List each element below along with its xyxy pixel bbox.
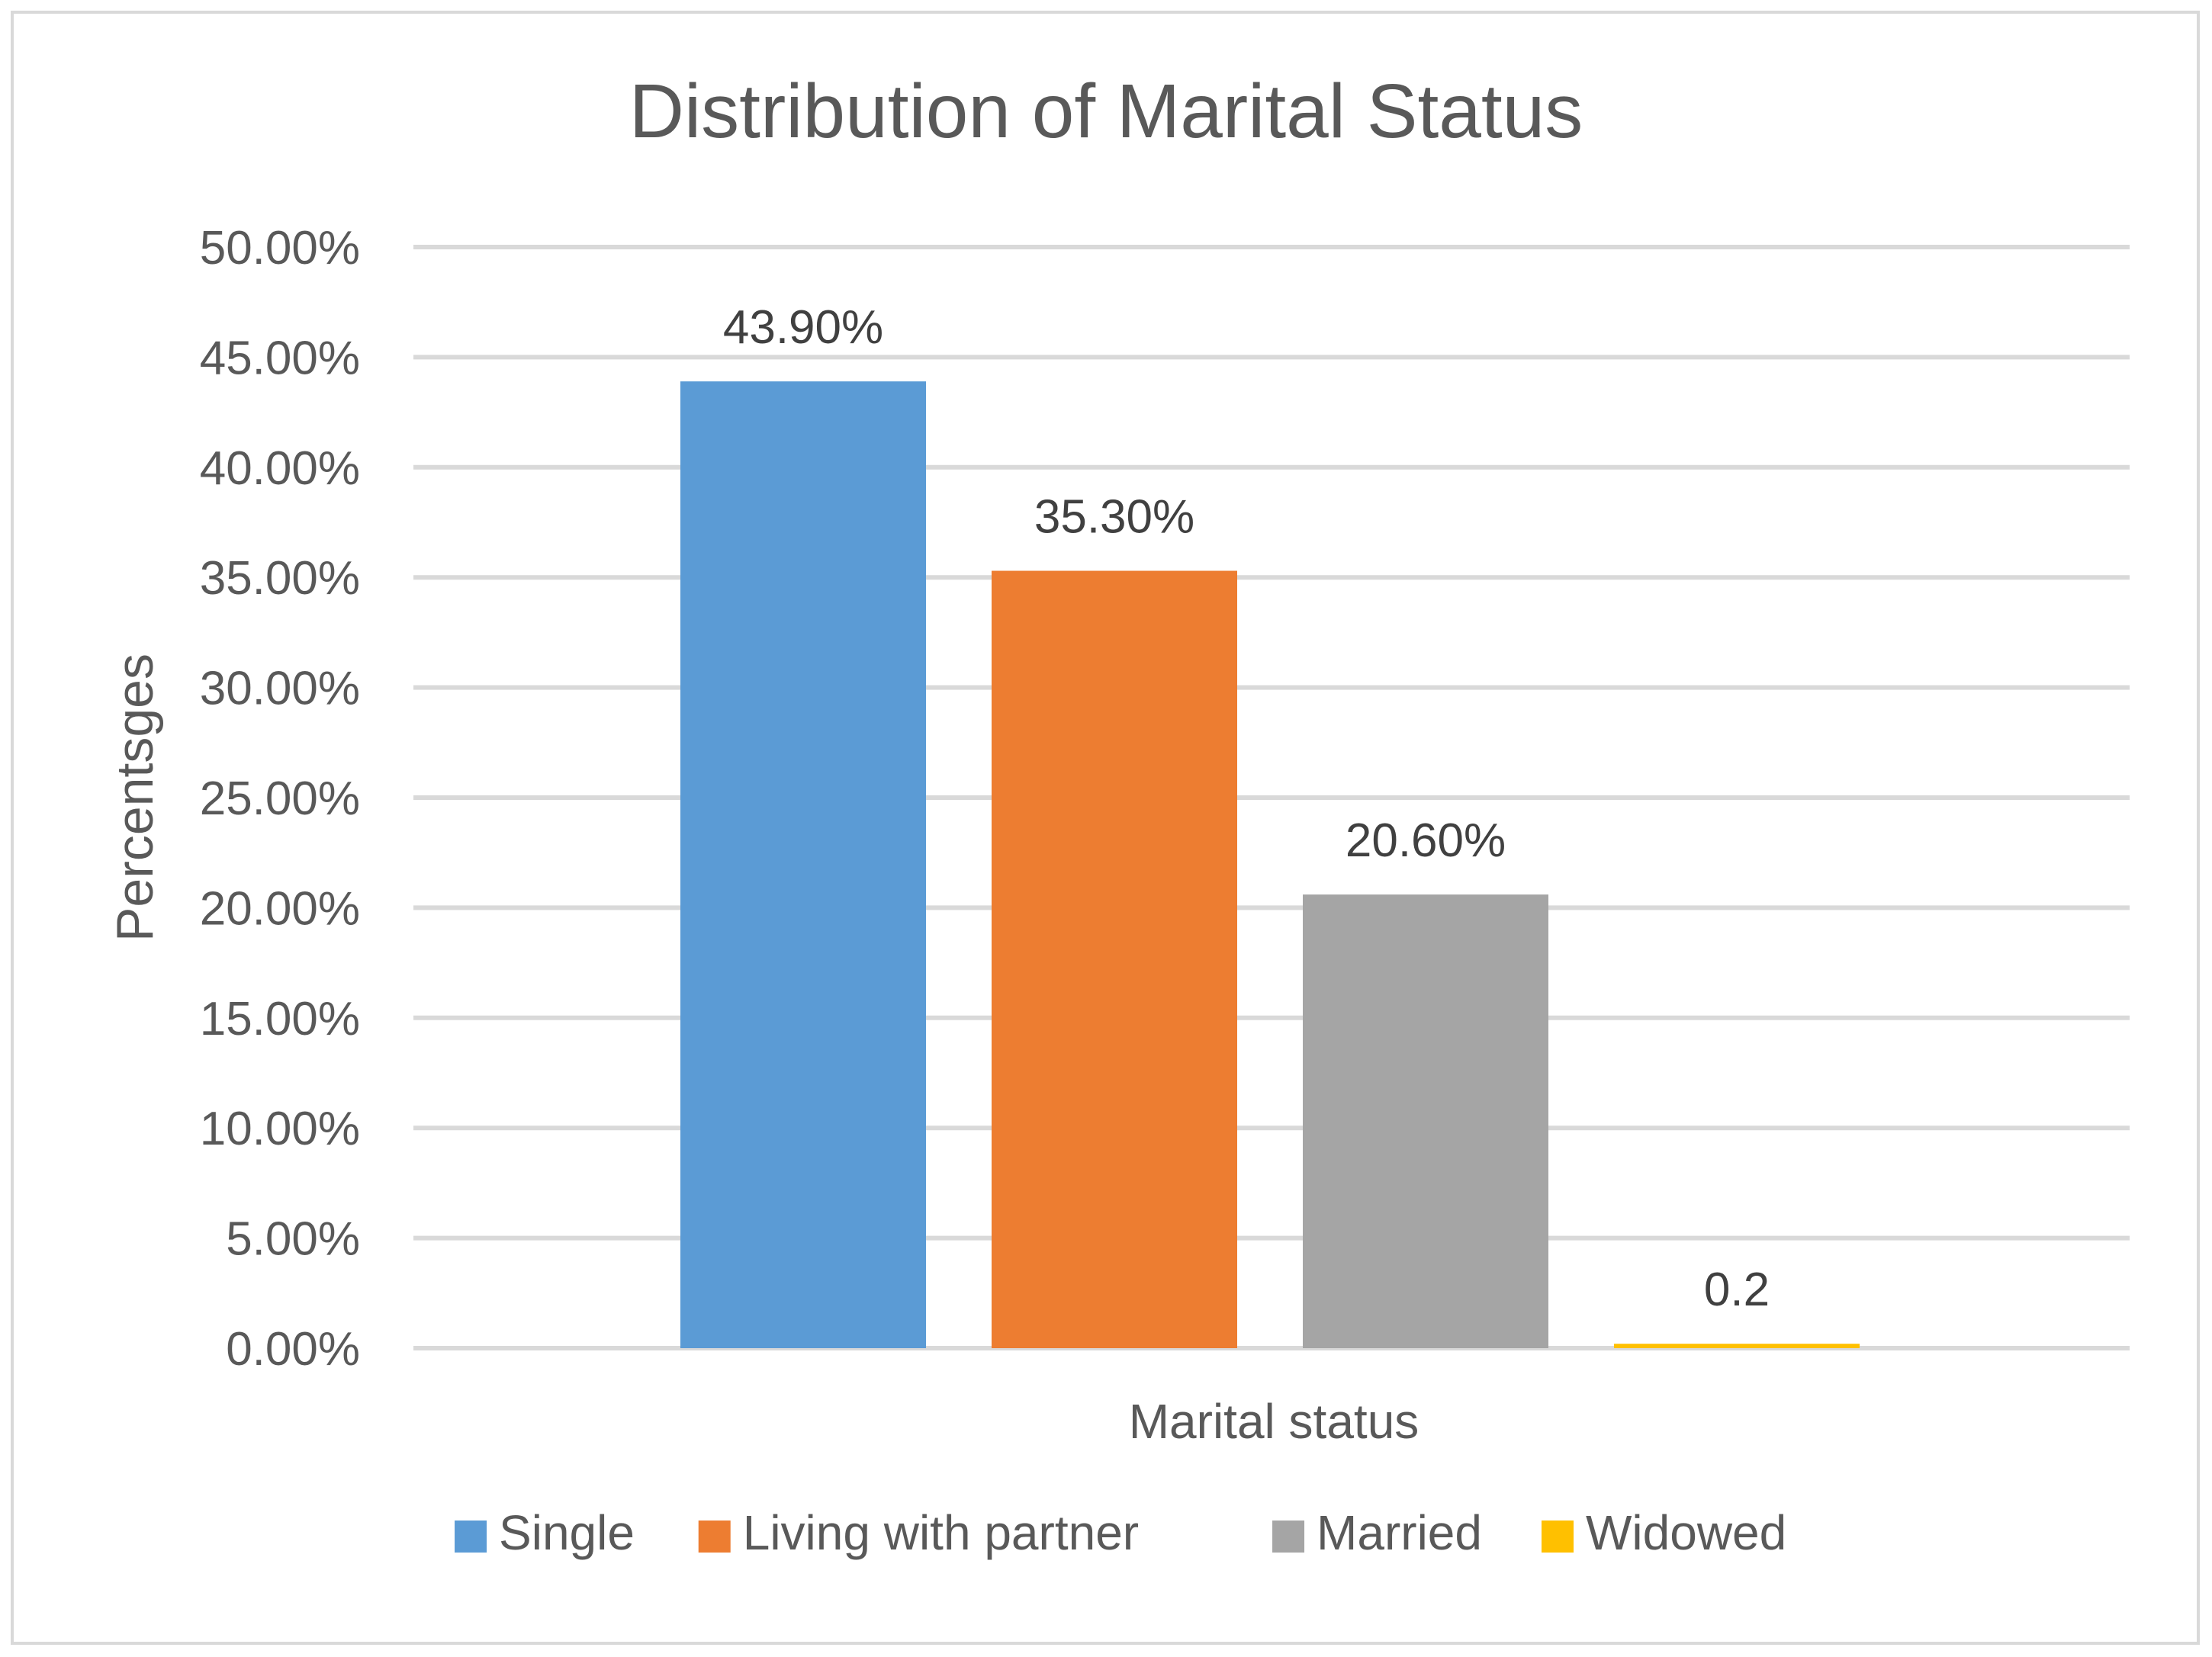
data-label: 0.2 (1704, 1264, 1770, 1316)
legend-swatch (1272, 1521, 1305, 1553)
bar-widowed (1614, 1344, 1860, 1348)
y-tick-label: 25.00% (200, 772, 360, 825)
legend-label: Widowed (1586, 1505, 1786, 1560)
data-label: 20.60% (1346, 814, 1506, 867)
y-axis-title: Percentsges (106, 653, 164, 942)
y-tick-label: 30.00% (200, 663, 360, 715)
bars (680, 381, 1860, 1349)
y-tick-label: 0.00% (226, 1323, 360, 1376)
bar-single (680, 381, 926, 1349)
y-tick-label: 10.00% (200, 1103, 360, 1155)
legend-item-widowed: Widowed (1542, 1505, 1786, 1560)
gridlines (413, 245, 2130, 1350)
legend-swatch (698, 1521, 731, 1553)
legend-item-living-with-partner: Living with partner (698, 1505, 1139, 1560)
data-label: 35.30% (1034, 491, 1194, 544)
legend: Single Living with partner Married Widowed (455, 1505, 1786, 1560)
y-axis-ticks: 0.00% 5.00% 10.00% 15.00% 20.00% 25.00% 30.00%… (200, 222, 360, 1376)
bar-married (1303, 894, 1548, 1348)
chart-title: Distribution of Marital Status (629, 69, 1583, 154)
y-tick-label: 35.00% (200, 552, 360, 605)
y-tick-label: 45.00% (200, 332, 360, 384)
data-labels: 43.90% 35.30% 20.60% 0.2 (723, 301, 1770, 1316)
legend-label: Single (499, 1505, 635, 1560)
legend-swatch (455, 1521, 487, 1553)
y-tick-label: 40.00% (200, 442, 360, 495)
y-tick-label: 50.00% (200, 222, 360, 275)
bar-living-with-partner (992, 570, 1237, 1348)
y-tick-label: 15.00% (200, 993, 360, 1045)
legend-swatch (1542, 1521, 1574, 1553)
legend-label: Living with partner (743, 1505, 1139, 1560)
y-tick-label: 5.00% (226, 1213, 360, 1266)
y-tick-label: 20.00% (200, 882, 360, 935)
legend-label: Married (1317, 1505, 1482, 1560)
x-axis-title: Marital status (1129, 1394, 1419, 1449)
legend-item-single: Single (455, 1505, 635, 1560)
data-label: 43.90% (723, 301, 883, 354)
legend-item-married: Married (1272, 1505, 1482, 1560)
